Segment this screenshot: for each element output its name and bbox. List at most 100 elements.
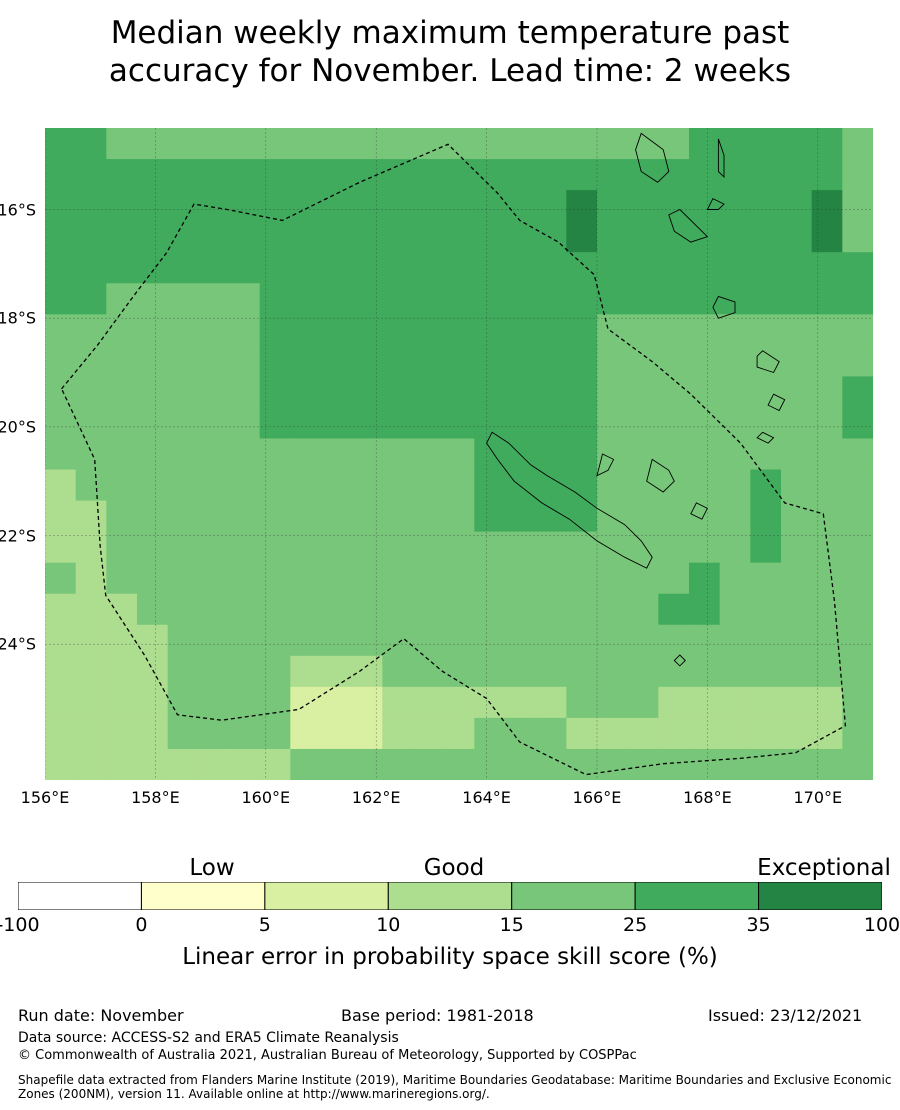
skill-cell (167, 624, 199, 657)
skill-cell (719, 159, 751, 191)
skill-cell (842, 717, 873, 750)
skill-cell (290, 345, 322, 377)
skill-cell (75, 190, 107, 222)
skill-cell (535, 252, 567, 284)
skill-cell (658, 407, 690, 440)
skill-cell (443, 531, 475, 564)
skill-cell (229, 345, 261, 377)
skill-cell (259, 190, 291, 222)
skill-cell (811, 655, 843, 688)
skill-cell (259, 531, 291, 564)
skill-cell (842, 190, 873, 222)
eez-boundary (61, 143, 847, 776)
skill-cell (413, 748, 445, 780)
skill-cell (505, 531, 537, 564)
skill-cell (842, 438, 873, 471)
skill-cell (719, 376, 751, 409)
skill-cell (474, 283, 506, 315)
skill-cell (413, 500, 445, 533)
skill-cell (689, 190, 721, 222)
skill-cell (413, 562, 445, 595)
skill-cell (351, 407, 383, 440)
skill-cell (45, 562, 77, 595)
skill-cell (535, 686, 567, 719)
category-good: Good (423, 855, 485, 881)
skill-cell (597, 531, 629, 564)
skill-cell (750, 190, 782, 222)
skill-cell (750, 717, 782, 750)
island-outline (706, 197, 725, 210)
skill-cell (382, 686, 414, 719)
lat-tick-label: 16°S (0, 200, 36, 219)
skill-cell (321, 500, 353, 533)
lat-tick-label: 22°S (0, 526, 36, 545)
skill-cell (75, 159, 107, 191)
skill-cell (45, 128, 77, 160)
skill-cell (290, 531, 322, 564)
category-exceptional: Exceptional (757, 855, 891, 881)
skill-cell (321, 438, 353, 471)
skill-cell (75, 562, 107, 595)
skill-cell (413, 438, 445, 471)
skill-cell (658, 717, 690, 750)
skill-cell (535, 624, 567, 657)
colorbar-tick-label: 0 (135, 914, 148, 936)
skill-cell (750, 531, 782, 564)
skill-cell (474, 345, 506, 377)
skill-cell (106, 531, 138, 564)
skill-cell (658, 221, 690, 253)
skill-cell (597, 748, 629, 780)
skill-cell (535, 562, 567, 595)
skill-cell (535, 159, 567, 191)
colorbar-tick-label: 25 (623, 914, 648, 936)
skill-cell (811, 376, 843, 409)
skill-cell (443, 252, 475, 284)
skill-cell (351, 748, 383, 780)
colorbar-segment (511, 882, 636, 910)
skill-cell (45, 252, 77, 284)
island-outline (767, 393, 786, 412)
skill-cell (351, 593, 383, 626)
skill-cell (198, 562, 230, 595)
skill-cell (290, 376, 322, 409)
skill-cell (443, 562, 475, 595)
skill-cell (811, 717, 843, 750)
skill-cell (597, 221, 629, 253)
island-outline (646, 458, 675, 493)
skill-cell (351, 376, 383, 409)
skill-cell (321, 748, 353, 780)
skill-cell (229, 500, 261, 533)
skill-cell (811, 190, 843, 222)
skill-cell (566, 531, 598, 564)
skill-cell (566, 314, 598, 346)
skill-cell (75, 655, 107, 688)
skill-cell (842, 159, 873, 191)
skill-cell (229, 314, 261, 346)
skill-cell (167, 469, 199, 502)
skill-cell (45, 531, 77, 564)
skill-cell (719, 252, 751, 284)
skill-cell (259, 221, 291, 253)
skill-cell (719, 469, 751, 502)
skill-cell (321, 252, 353, 284)
skill-cell (45, 593, 77, 626)
skill-cell (842, 376, 873, 409)
skill-cell (627, 717, 659, 750)
skill-cell (198, 221, 230, 253)
skill-cell (719, 407, 751, 440)
skill-cell (351, 686, 383, 719)
skill-cell (811, 128, 843, 160)
skill-cell (781, 252, 813, 284)
skill-cell (811, 531, 843, 564)
skill-cell (750, 748, 782, 780)
skill-cell (474, 128, 506, 160)
skill-cell (75, 407, 107, 440)
skill-cell (382, 593, 414, 626)
skill-cell (597, 159, 629, 191)
skill-cell (750, 252, 782, 284)
skill-cell (627, 624, 659, 657)
skill-cell (474, 252, 506, 284)
colorbar (18, 882, 882, 910)
skill-cell (382, 748, 414, 780)
skill-cell (106, 314, 138, 346)
